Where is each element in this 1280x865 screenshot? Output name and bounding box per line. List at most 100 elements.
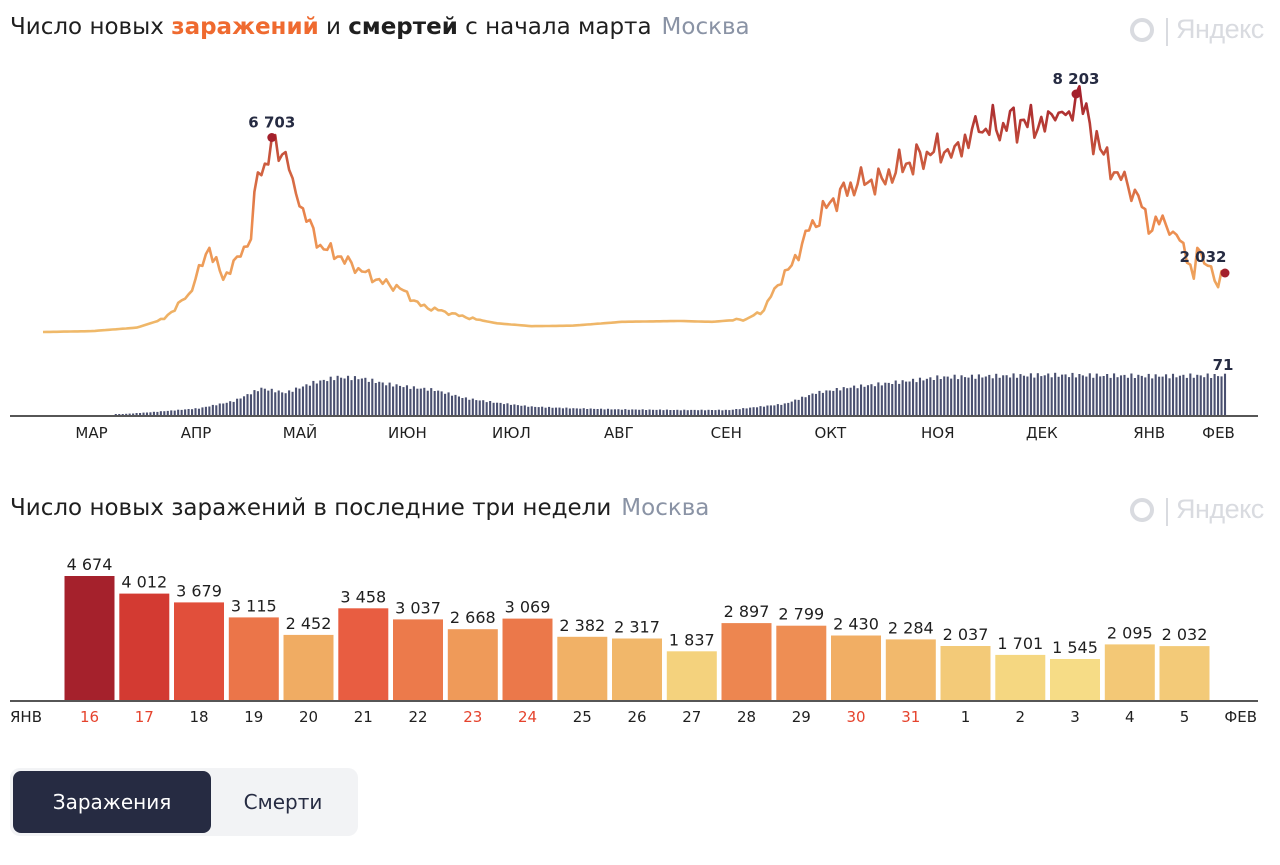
death-bar <box>901 380 904 415</box>
death-bar <box>426 390 429 415</box>
death-bar <box>991 378 994 415</box>
bar-value-label: 3 037 <box>395 598 441 617</box>
bar-value-label: 2 317 <box>614 618 660 637</box>
death-bar <box>1095 373 1098 415</box>
death-bar <box>565 407 568 415</box>
daily-bar[interactable] <box>831 635 881 701</box>
death-bar <box>742 408 745 415</box>
death-bar <box>381 382 384 415</box>
death-bar <box>1106 374 1109 415</box>
daily-bar[interactable] <box>228 617 279 700</box>
death-bar <box>1033 377 1036 415</box>
bar-day-label: 22 <box>408 708 427 726</box>
death-bar <box>152 411 155 415</box>
death-bar <box>998 377 1001 415</box>
death-bar <box>277 390 280 415</box>
death-bar <box>1036 373 1039 415</box>
death-bar <box>582 408 585 415</box>
death-bar <box>544 407 547 415</box>
death-bar <box>977 374 980 415</box>
death-bar <box>1009 377 1012 415</box>
death-bar <box>1165 374 1168 415</box>
daily-bar[interactable] <box>338 608 389 700</box>
deaths-bars <box>114 372 1227 415</box>
death-bar <box>1178 375 1181 415</box>
death-bar <box>184 409 187 415</box>
daily-bar[interactable] <box>393 619 443 700</box>
daily-bar[interactable] <box>776 625 827 700</box>
death-bar <box>925 378 928 415</box>
death-bar <box>520 405 523 415</box>
annotation-dot <box>1071 89 1081 99</box>
death-bar <box>340 377 343 415</box>
death-bar <box>249 394 253 415</box>
death-bar <box>284 393 287 415</box>
death-bar <box>1113 373 1116 415</box>
death-bar <box>620 409 623 415</box>
daily-bar[interactable] <box>612 638 662 701</box>
bar-value-label: 2 668 <box>450 608 496 627</box>
death-bar <box>1043 375 1046 415</box>
daily-bar[interactable] <box>1104 644 1155 700</box>
death-bar <box>652 409 655 415</box>
death-bar <box>197 408 201 415</box>
daily-bar[interactable] <box>1159 646 1210 700</box>
death-bar <box>911 378 915 415</box>
death-bar <box>430 388 433 415</box>
death-bar <box>745 408 748 415</box>
daily-bar[interactable] <box>119 593 170 700</box>
deaths-toggle-button[interactable]: Смерти <box>243 790 323 814</box>
bar-value-label: 3 069 <box>505 598 551 617</box>
death-bar <box>173 410 176 415</box>
death-bar <box>1217 376 1220 415</box>
death-bar <box>551 407 554 415</box>
title-middle: и <box>318 14 349 40</box>
death-bar <box>697 410 700 415</box>
death-bar <box>187 409 190 415</box>
daily-bar[interactable] <box>64 576 115 700</box>
daily-bar[interactable] <box>174 602 224 700</box>
annotation-label: 2 032 <box>1180 248 1227 266</box>
death-bar <box>707 409 710 415</box>
death-bar <box>1078 374 1081 415</box>
daily-bar[interactable] <box>885 639 936 700</box>
bar-day-label: 26 <box>627 708 646 726</box>
death-bar <box>773 405 776 415</box>
daily-bar[interactable] <box>557 636 608 700</box>
daily-bar[interactable] <box>721 623 772 700</box>
death-bar <box>236 398 239 415</box>
death-bar <box>603 409 606 415</box>
death-bar <box>676 409 679 415</box>
death-bar <box>922 380 925 415</box>
daily-bar[interactable] <box>283 634 334 700</box>
daily-bar[interactable] <box>502 618 553 700</box>
bar-day-label: 4 <box>1125 708 1135 726</box>
death-bar <box>1067 377 1071 415</box>
cases-toggle-button[interactable]: Заражения <box>13 771 211 833</box>
title-cases-word: заражений <box>171 14 319 40</box>
daily-bar[interactable] <box>1050 659 1100 700</box>
daily-bar[interactable] <box>995 654 1046 700</box>
death-bar <box>125 413 128 415</box>
death-bar <box>790 401 793 415</box>
death-bar <box>866 385 870 415</box>
death-bar <box>756 407 759 415</box>
death-bar <box>1175 377 1178 415</box>
death-bar <box>787 402 790 415</box>
death-bar <box>672 410 675 415</box>
death-bar <box>735 409 738 415</box>
death-bar <box>343 378 346 415</box>
death-bar <box>769 405 772 415</box>
death-bar <box>319 380 322 415</box>
bar-day-label: 28 <box>737 708 756 726</box>
death-bar <box>572 408 575 415</box>
death-bar <box>548 406 551 415</box>
death-bar <box>253 390 256 415</box>
death-bar <box>943 376 946 415</box>
death-bar <box>537 407 540 415</box>
death-bar <box>523 405 526 415</box>
daily-bar[interactable] <box>447 629 498 700</box>
title-suffix: с начала марта <box>457 14 652 40</box>
daily-bar[interactable] <box>666 651 717 700</box>
daily-bar[interactable] <box>940 646 991 700</box>
